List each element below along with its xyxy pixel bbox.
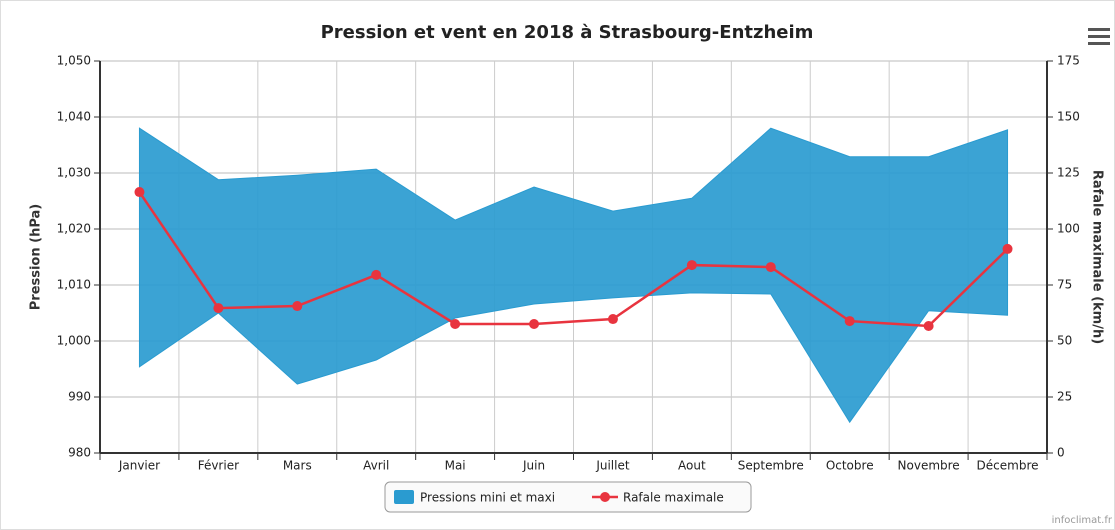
gust-point xyxy=(1002,243,1013,254)
legend-symbol xyxy=(600,492,610,502)
x-tick-label: Février xyxy=(198,459,239,473)
y2-tick-label: 150 xyxy=(1057,110,1080,124)
y-tick-label: 1,050 xyxy=(57,54,91,68)
y2-tick-label: 0 xyxy=(1057,446,1065,460)
y-tick-label: 1,040 xyxy=(57,110,91,124)
gust-point xyxy=(529,318,540,329)
gust-point xyxy=(213,303,224,314)
y-tick-label: 980 xyxy=(68,446,91,460)
credit: infoclimat.fr xyxy=(1052,515,1113,526)
x-tick-label: Décembre xyxy=(977,459,1039,473)
gust-point xyxy=(292,301,303,312)
legend-label: Pressions mini et maxi xyxy=(420,491,555,505)
gust-line xyxy=(138,191,1009,328)
y-tick-label: 990 xyxy=(68,390,91,404)
x-tick-label: Juillet xyxy=(595,459,630,473)
gust-point xyxy=(371,269,382,280)
y2-tick-label: 125 xyxy=(1057,166,1080,180)
y-tick-label: 1,030 xyxy=(57,166,91,180)
y2-tick-label: 25 xyxy=(1057,390,1072,404)
y2-axis-title: Rafale maximale (km/h) xyxy=(1090,170,1105,344)
gust-point xyxy=(844,316,855,327)
menu-button[interactable] xyxy=(1088,28,1110,45)
y-tick-label: 1,000 xyxy=(57,334,91,348)
y2-tick-label: 175 xyxy=(1057,54,1080,68)
gust-point xyxy=(923,320,934,331)
legend-symbol xyxy=(394,490,414,504)
gust-point xyxy=(134,187,145,198)
x-tick-label: Mars xyxy=(283,459,312,473)
x-tick-label: Juin xyxy=(522,459,545,473)
x-tick-label: Aout xyxy=(678,459,706,473)
y2-tick-label: 75 xyxy=(1057,278,1072,292)
x-tick-label: Novembre xyxy=(898,459,960,473)
x-tick-label: Mai xyxy=(445,459,466,473)
menu-bar[interactable] xyxy=(1088,42,1110,45)
y2-tick-label: 50 xyxy=(1057,334,1072,348)
x-tick-label: Janvier xyxy=(118,459,160,473)
chart-title: Pression et vent en 2018 à Strasbourg-En… xyxy=(321,22,814,43)
legend-box xyxy=(384,481,752,513)
menu-bar[interactable] xyxy=(1088,35,1110,38)
menu-bar[interactable] xyxy=(1088,28,1110,31)
x-tick-label: Octobre xyxy=(826,459,874,473)
x-tick-label: Avril xyxy=(363,459,389,473)
gust-point xyxy=(765,262,776,273)
x-tick-label: Septembre xyxy=(738,459,804,473)
gust-point xyxy=(450,318,461,329)
y-axis-title: Pression (hPa) xyxy=(29,204,44,311)
y-tick-label: 1,020 xyxy=(57,222,91,236)
legend-label: Rafale maximale xyxy=(623,491,724,505)
y-tick-label: 1,010 xyxy=(57,278,91,292)
y2-tick-label: 100 xyxy=(1057,222,1080,236)
pressure-range-area xyxy=(138,127,1009,424)
gust-point xyxy=(607,314,618,325)
gust-point xyxy=(686,260,697,271)
